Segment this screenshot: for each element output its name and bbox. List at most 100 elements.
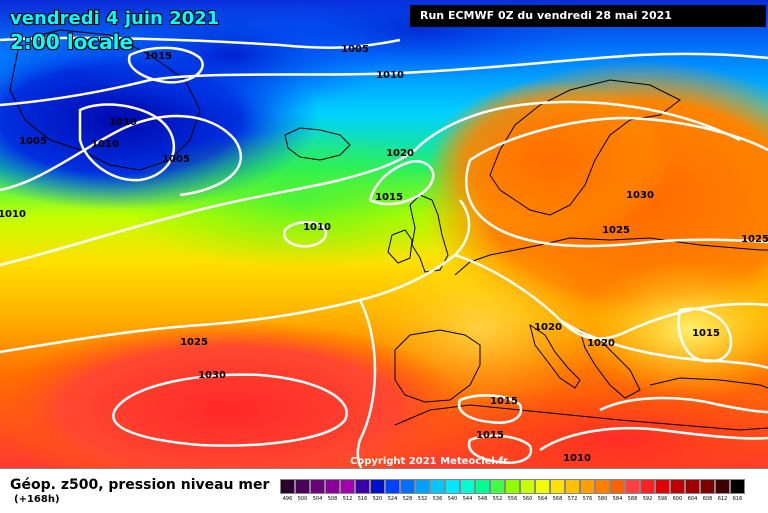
color-scale-label: 568: [552, 496, 563, 502]
isobar-label: 1020: [386, 148, 414, 159]
color-swatch: [385, 479, 400, 494]
color-scale-cell: 556: [505, 479, 520, 505]
color-swatch: [550, 479, 565, 494]
color-scale-cell: 496: [280, 479, 295, 505]
weather-map: 1005 1015 1010 1010 1005 1005 1010 1020 …: [0, 0, 768, 468]
isobar-label: 1020: [534, 322, 562, 333]
isobar-label: 1015: [144, 51, 172, 62]
color-scale-label: 528: [402, 496, 413, 502]
ireland-coast: [387, 229, 413, 264]
color-scale-cell: 564: [535, 479, 550, 505]
isobar-label: 1005: [19, 136, 47, 147]
color-scale: 496 500 504 508 512 516 520 524 528 532 536 540 544 5…: [280, 479, 745, 505]
color-swatch: [415, 479, 430, 494]
color-scale-cell: 504: [310, 479, 325, 505]
color-scale-label: 500: [297, 496, 308, 502]
color-swatch: [400, 479, 415, 494]
color-scale-cell: 596: [655, 479, 670, 505]
color-scale-cell: 572: [565, 479, 580, 505]
color-swatch: [445, 479, 460, 494]
color-swatch: [625, 479, 640, 494]
forecast-time: 2:00 locale: [10, 30, 134, 54]
color-swatch: [430, 479, 445, 494]
forecast-date: vendredi 4 juin 2021: [10, 8, 220, 29]
color-scale-label: 516: [357, 496, 368, 502]
color-scale-cell: 540: [445, 479, 460, 505]
color-swatch: [520, 479, 535, 494]
color-scale-cell: 588: [625, 479, 640, 505]
color-scale-cell: 500: [295, 479, 310, 505]
isobar-label: 1010: [91, 139, 119, 150]
color-swatch: [535, 479, 550, 494]
isobar-label: 1010: [109, 117, 137, 128]
color-scale-label: 520: [372, 496, 383, 502]
legend-title: Géop. z500, pression niveau mer: [10, 477, 270, 493]
color-swatch: [700, 479, 715, 494]
isobar-label: 1010: [563, 453, 591, 464]
color-scale-label: 508: [327, 496, 338, 502]
color-scale-label: 540: [447, 496, 458, 502]
color-scale-label: 616: [732, 496, 743, 502]
color-scale-label: 612: [717, 496, 728, 502]
color-swatch: [640, 479, 655, 494]
color-swatch: [580, 479, 595, 494]
color-swatch: [310, 479, 325, 494]
isobar-label: 1005: [162, 154, 190, 165]
color-scale-cell: 568: [550, 479, 565, 505]
color-swatch: [370, 479, 385, 494]
isobar-label: 1030: [198, 370, 226, 381]
color-scale-cell: 600: [670, 479, 685, 505]
color-swatch: [355, 479, 370, 494]
isobar-label: 1015: [692, 328, 720, 339]
turkey-coast: [649, 377, 768, 389]
color-scale-cell: 580: [595, 479, 610, 505]
color-scale-label: 496: [282, 496, 293, 502]
color-scale-label: 564: [537, 496, 548, 502]
color-scale-label: 580: [597, 496, 608, 502]
color-scale-cell: 520: [370, 479, 385, 505]
color-scale-label: 532: [417, 496, 428, 502]
color-scale-label: 548: [477, 496, 488, 502]
color-scale-cell: 616: [730, 479, 745, 505]
run-info: Run ECMWF 0Z du vendredi 28 mai 2021: [410, 5, 766, 27]
north-africa-coast: [394, 404, 768, 431]
color-swatch: [505, 479, 520, 494]
color-swatch: [295, 479, 310, 494]
color-scale-label: 576: [582, 496, 593, 502]
color-scale-cell: 576: [580, 479, 595, 505]
color-swatch: [565, 479, 580, 494]
color-swatch: [670, 479, 685, 494]
color-swatch: [730, 479, 745, 494]
isobar-label: 1010: [303, 222, 331, 233]
color-scale-label: 536: [432, 496, 443, 502]
color-swatch: [685, 479, 700, 494]
isobar-label: 1010: [376, 70, 404, 81]
color-swatch: [280, 479, 295, 494]
color-scale-label: 584: [612, 496, 623, 502]
color-scale-label: 608: [702, 496, 713, 502]
italy-coast: [529, 323, 581, 389]
color-scale-cell: 604: [685, 479, 700, 505]
color-scale-cell: 516: [355, 479, 370, 505]
high-pressure-field: [0, 320, 470, 468]
isobar-label: 1020: [587, 338, 615, 349]
isobar-label: 1025: [180, 337, 208, 348]
continental-europe-coast: [454, 237, 768, 276]
iceland-coast: [284, 127, 351, 161]
color-scale-label: 596: [657, 496, 668, 502]
color-swatch: [595, 479, 610, 494]
color-scale-cell: 524: [385, 479, 400, 505]
color-swatch: [460, 479, 475, 494]
color-swatch: [655, 479, 670, 494]
color-scale-label: 556: [507, 496, 518, 502]
color-scale-label: 572: [567, 496, 578, 502]
isobar-label: 1010: [0, 209, 26, 220]
color-swatch: [490, 479, 505, 494]
color-swatch: [325, 479, 340, 494]
color-swatch: [475, 479, 490, 494]
color-swatch: [610, 479, 625, 494]
color-scale-cell: 544: [460, 479, 475, 505]
color-scale-label: 512: [342, 496, 353, 502]
isobar-label: 1015: [490, 396, 518, 407]
color-scale-cell: 612: [715, 479, 730, 505]
